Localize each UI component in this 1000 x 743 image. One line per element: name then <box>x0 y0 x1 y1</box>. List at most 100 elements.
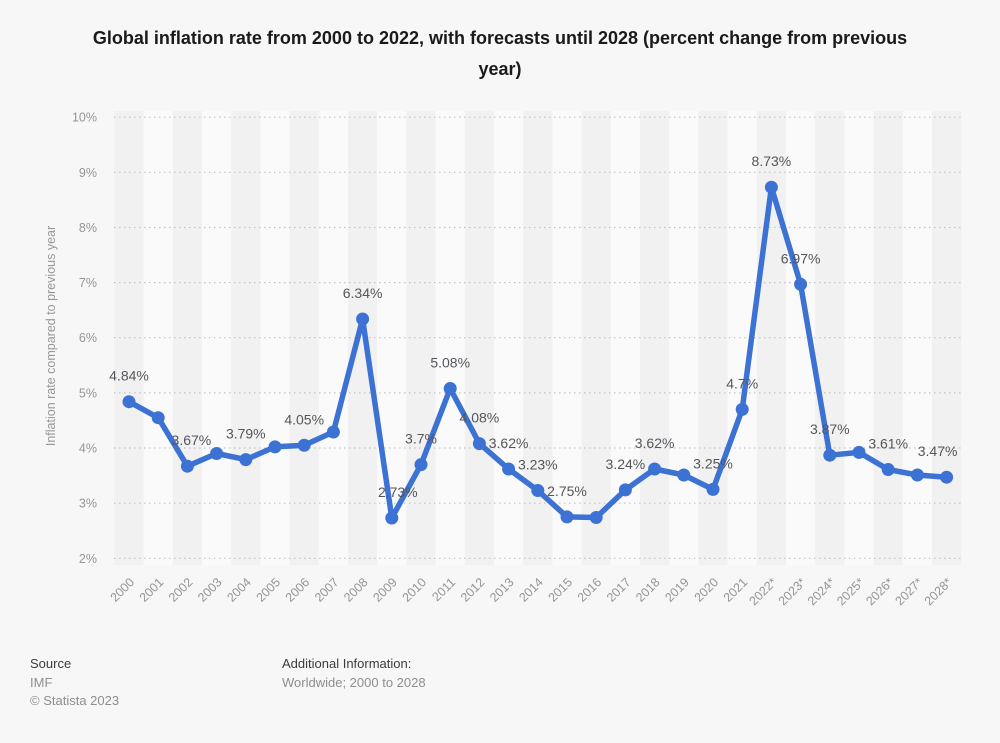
plot-band <box>756 111 786 565</box>
data-point-2016 <box>589 511 603 524</box>
plot-band <box>143 111 173 565</box>
plot-band <box>552 111 582 565</box>
plot-band <box>318 111 348 565</box>
x-tick-label: 2009 <box>370 575 400 605</box>
x-tick-label: 2015 <box>546 575 576 605</box>
plot-band <box>172 111 202 565</box>
data-point-2005 <box>268 440 282 454</box>
additional-info-value: Worldwide; 2000 to 2028 <box>282 674 426 690</box>
plot-band <box>698 111 728 565</box>
x-tick-label: 2028* <box>922 575 955 608</box>
plot-band <box>494 111 524 565</box>
x-tick-label: 2025* <box>834 575 867 608</box>
data-point-2001 <box>151 411 165 425</box>
plot-band <box>231 111 261 565</box>
y-tick-label: 3% <box>79 497 97 511</box>
source-label: Source <box>30 656 72 671</box>
plot-band <box>902 111 932 565</box>
x-tick-label: 2007 <box>312 575 342 605</box>
data-point-2021 <box>735 402 749 416</box>
y-tick-label: 10% <box>72 111 97 125</box>
data-label-2008: 6.34% <box>343 285 383 301</box>
source-block: Source IMF © Statista 2023 <box>30 655 119 711</box>
data-label-2020: 3.25% <box>693 455 733 471</box>
x-tick-label: 2027* <box>893 575 926 608</box>
data-point-2019 <box>677 468 691 482</box>
data-point-2023 <box>794 277 808 291</box>
x-tick-label: 2001 <box>137 575 167 605</box>
y-tick-label: 8% <box>79 221 97 235</box>
x-tick-label: 2026* <box>863 575 896 608</box>
data-label-2011: 5.08% <box>430 355 470 371</box>
data-label-2024: 3.87% <box>810 421 850 437</box>
y-tick-label: 5% <box>79 386 97 400</box>
data-label-2013: 3.62% <box>489 435 529 451</box>
data-label-2026: 3.61% <box>868 436 908 452</box>
data-label-2009: 2.73% <box>378 484 418 500</box>
x-tick-label: 2002 <box>166 575 196 605</box>
y-tick-label: 2% <box>79 552 97 566</box>
data-point-2024 <box>823 448 837 462</box>
data-point-2025 <box>852 445 866 459</box>
plot-band <box>406 111 436 565</box>
additional-info-block: Additional Information: Worldwide; 2000 … <box>282 655 426 692</box>
data-point-2015 <box>560 510 574 524</box>
data-point-2020 <box>706 482 720 496</box>
data-point-2013 <box>502 462 516 476</box>
data-label-2017: 3.24% <box>606 456 646 472</box>
data-label-2004: 3.79% <box>226 426 266 442</box>
data-point-2010 <box>414 458 428 472</box>
data-point-2028 <box>940 470 954 484</box>
data-point-2017 <box>618 483 632 497</box>
x-tick-label: 2022* <box>747 575 780 608</box>
data-point-2007 <box>326 425 340 439</box>
x-tick-label: 2023* <box>776 575 809 608</box>
plot-band <box>873 111 903 565</box>
x-tick-label: 2019 <box>662 575 692 605</box>
data-label-2015: 2.75% <box>547 483 587 499</box>
data-label-2002: 3.67% <box>172 432 212 448</box>
plot-band <box>377 111 407 565</box>
x-tick-label: 2005 <box>254 575 284 605</box>
data-label-2012: 4.08% <box>460 410 500 426</box>
page-title: Global inflation rate from 2000 to 2022,… <box>0 23 1000 85</box>
data-point-2022 <box>764 180 778 194</box>
y-tick-label: 9% <box>79 166 97 180</box>
data-point-2012 <box>472 437 486 451</box>
data-label-2014: 3.23% <box>518 457 558 473</box>
x-tick-label: 2011 <box>429 575 458 604</box>
data-label-2006: 4.05% <box>284 411 324 427</box>
data-point-2018 <box>648 462 662 476</box>
x-tick-label: 2013 <box>487 575 517 605</box>
data-label-2022: 8.73% <box>752 153 792 169</box>
data-point-2027 <box>910 468 924 482</box>
plot-band <box>348 111 378 565</box>
data-point-2026 <box>881 463 895 476</box>
x-tick-label: 2006 <box>283 575 313 605</box>
data-label-2021: 4.7% <box>726 375 758 391</box>
x-tick-label: 2000 <box>108 575 138 605</box>
x-tick-label: 2008 <box>341 575 371 605</box>
plot-band <box>581 111 611 565</box>
data-label-2000: 4.84% <box>109 368 149 384</box>
data-label-2018: 3.62% <box>635 435 675 451</box>
copyright-notice: © Statista 2023 <box>30 693 120 708</box>
y-tick-label: 7% <box>79 276 97 290</box>
data-labels: 4.84% 3.67% 3.79% 4.05% 6.34% 2.73% 3.7% 5.08% 4… <box>109 153 957 500</box>
plot-band <box>932 111 962 565</box>
data-point-2003 <box>210 447 224 460</box>
data-label-2028: 3.47% <box>918 443 958 459</box>
x-axis-labels: 2000 2001 2002 2003 2004 2005 2006 2007 2008 2009… <box>108 575 955 608</box>
plot-band <box>202 111 232 565</box>
x-tick-label: 2014 <box>516 575 546 605</box>
x-tick-label: 2018 <box>633 575 663 605</box>
x-tick-label: 2020 <box>692 575 722 605</box>
x-tick-label: 2003 <box>195 575 225 605</box>
x-tick-label: 2017 <box>604 575 634 605</box>
y-axis-title: Inflation rate compared to previous year <box>44 226 58 446</box>
data-point-2002 <box>180 459 194 473</box>
x-tick-label: 2004 <box>224 575 254 605</box>
data-point-2000 <box>122 395 136 409</box>
